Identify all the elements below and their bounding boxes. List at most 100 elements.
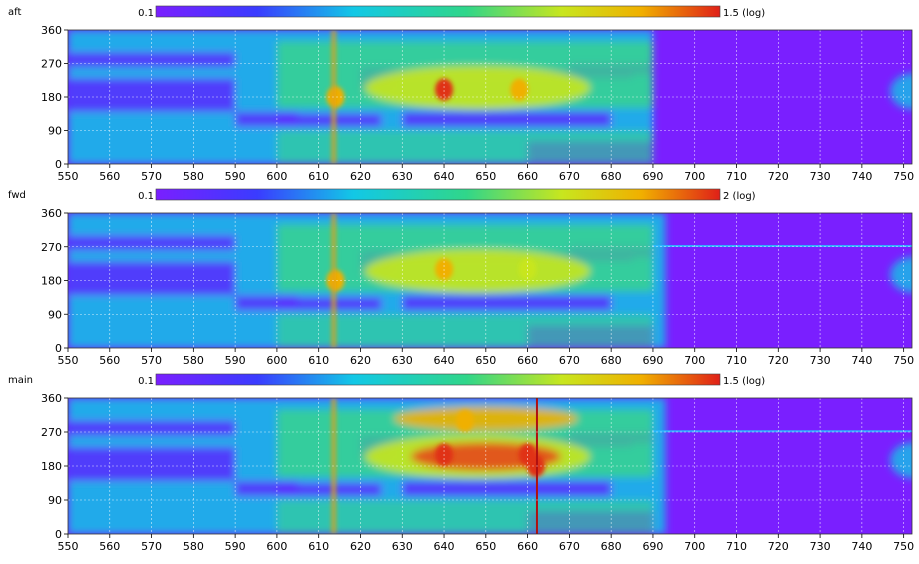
x-tick-label: 630 [392,354,413,367]
colorbar-max-label: 1.5 (log) [723,376,765,387]
y-tick-label: 360 [41,392,62,405]
y-tick-label: 0 [55,342,62,355]
y-tick-label: 360 [41,207,62,220]
mid-band [276,314,653,348]
low-pocket [68,447,236,482]
low-pocket [276,483,382,497]
colorbar [155,373,721,386]
x-tick-label: 750 [893,540,914,553]
warm-band [364,249,591,294]
x-tick-label: 640 [434,354,455,367]
grid [68,30,912,164]
colorbar-min-label: 0.1 [138,8,154,19]
colorbar-max-label: 2 (log) [723,191,756,202]
x-tick-label: 610 [308,354,329,367]
x-tick-label: 620 [350,540,371,553]
colorbar-max-label: 1.5 (log) [723,8,765,19]
x-tick-label: 630 [392,170,413,183]
y-tick-label: 270 [41,241,62,254]
x-tick-label: 750 [893,170,914,183]
colorbar-min-label: 0.1 [138,191,154,202]
y-tick-label: 180 [41,275,62,288]
grid [68,398,912,534]
grid [68,213,912,348]
x-tick-label: 740 [851,354,872,367]
x-tick-label: 560 [99,170,120,183]
edge-blob [890,442,912,479]
x-tick-label: 700 [684,540,705,553]
x-tick-label: 730 [810,354,831,367]
x-tick-label: 560 [99,354,120,367]
x-tick-label: 620 [350,170,371,183]
x-tick-label: 640 [434,540,455,553]
horizontal-streak [652,430,912,433]
low-pocket [68,420,236,436]
x-tick-label: 560 [99,540,120,553]
edge-blob [890,256,912,293]
x-tick-label: 580 [183,354,204,367]
x-tick-label: 670 [559,170,580,183]
x-tick-label: 600 [266,170,287,183]
x-tick-label: 650 [475,540,496,553]
x-tick-label: 680 [601,354,622,367]
low-pocket [402,111,612,127]
hotspot [510,78,529,101]
y-tick-label: 0 [55,158,62,171]
y-tick-label: 270 [41,426,62,439]
low-pocket [276,297,382,311]
x-tick-label: 660 [517,170,538,183]
x-tick-label: 570 [141,540,162,553]
hotspot [435,78,454,101]
x-tick-label: 650 [475,170,496,183]
low-pocket [68,235,236,251]
warm-band [364,65,591,110]
x-tick-label: 690 [642,540,663,553]
low-pocket [402,481,612,497]
x-tick-label: 600 [266,354,287,367]
x-tick-label: 750 [893,354,914,367]
x-tick-label: 720 [768,170,789,183]
x-tick-label: 580 [183,540,204,553]
panel-label: fwd [8,190,26,201]
y-tick-label: 180 [41,91,62,104]
colorbar [155,5,721,18]
low-pocket [68,78,236,112]
edge-blob [890,73,912,110]
x-tick-label: 570 [141,354,162,367]
x-tick-label: 550 [58,170,79,183]
x-tick-label: 710 [726,354,747,367]
panel-label: main [8,375,33,386]
x-tick-label: 620 [350,354,371,367]
colorbar-min-label: 0.1 [138,376,154,387]
x-tick-label: 550 [58,354,79,367]
x-tick-label: 570 [141,170,162,183]
x-tick-label: 630 [392,540,413,553]
x-tick-label: 730 [810,540,831,553]
x-tick-label: 740 [851,170,872,183]
panel-main: main 0.1 1.5 (log) 0 90 180 270 360 550 560 570 580… [8,373,914,553]
y-tick-label: 90 [48,494,62,507]
x-tick-label: 710 [726,540,747,553]
x-tick-label: 730 [810,170,831,183]
low-pocket [276,113,382,127]
mid-band [276,500,653,534]
x-tick-label: 740 [851,540,872,553]
x-tick-label: 670 [559,540,580,553]
x-tick-label: 610 [308,540,329,553]
x-tick-label: 680 [601,540,622,553]
x-tick-label: 660 [517,540,538,553]
x-tick-label: 580 [183,170,204,183]
x-tick-label: 690 [642,170,663,183]
x-tick-label: 590 [225,354,246,367]
y-tick-label: 90 [48,308,62,321]
x-tick-label: 590 [225,170,246,183]
low-pocket [402,295,612,311]
x-tick-label: 670 [559,354,580,367]
x-tick-label: 650 [475,354,496,367]
x-tick-label: 590 [225,540,246,553]
panel-aft: aft 0.1 1.5 (log) 0 90 180 270 360 550 560 570 580 5… [8,5,914,183]
x-tick-label: 690 [642,354,663,367]
x-tick-label: 720 [768,354,789,367]
panel-label: aft [8,7,21,18]
